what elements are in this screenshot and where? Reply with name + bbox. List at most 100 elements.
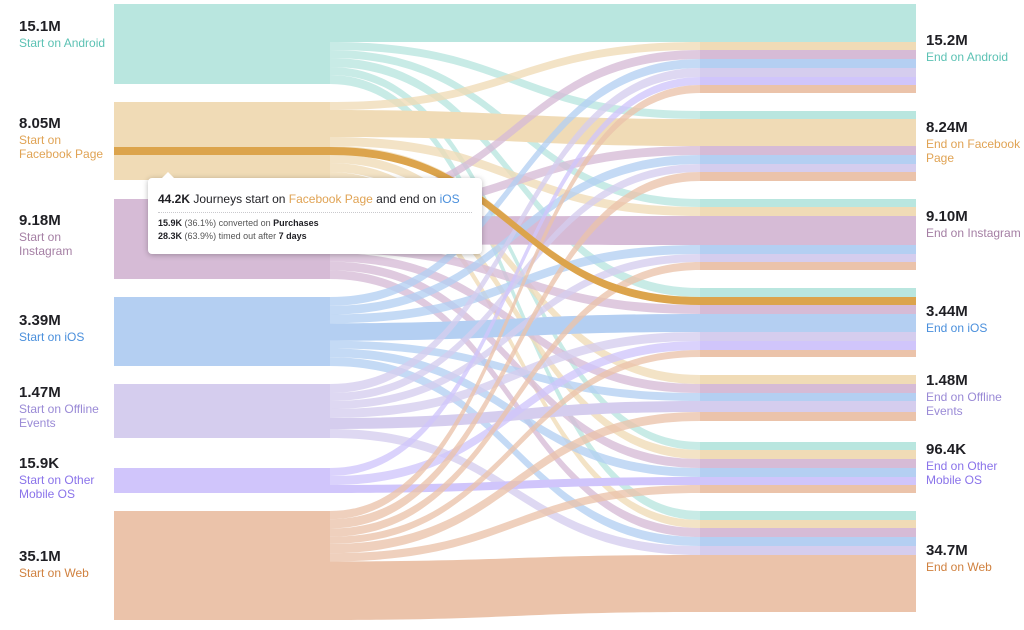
target-segment-offline-to-offline[interactable] (700, 401, 916, 412)
link-ios-to-ios[interactable] (330, 314, 700, 341)
target-name: End on iOS (926, 321, 988, 336)
source-label-facebook: 8.05M Start on Facebook Page (19, 115, 111, 161)
link-offline-to-instagram[interactable] (330, 254, 700, 409)
target-segment-web-to-other[interactable] (700, 485, 916, 493)
link-web-to-instagram[interactable] (330, 262, 700, 537)
target-segment-android-to-facebook[interactable] (700, 111, 916, 119)
link-web-to-offline[interactable] (330, 412, 700, 554)
link-offline-to-android[interactable] (330, 68, 700, 393)
link-android-to-facebook[interactable] (330, 42, 700, 119)
source-node-web[interactable] (114, 511, 330, 620)
target-segment-instagram-to-android[interactable] (700, 50, 916, 59)
target-segment-android-to-other[interactable] (700, 442, 916, 450)
link-web-to-android[interactable] (330, 85, 700, 520)
target-segment-facebook-to-instagram[interactable] (700, 207, 916, 216)
target-segment-facebook-to-offline[interactable] (700, 375, 916, 384)
target-segment-other-to-other[interactable] (700, 477, 916, 485)
target-segment-ios-to-web[interactable] (700, 537, 916, 546)
highlighted-link-facebook-to-ios[interactable] (114, 147, 700, 305)
link-other-to-ios[interactable] (330, 341, 700, 485)
target-segment-offline-to-instagram[interactable] (700, 254, 916, 262)
link-web-to-facebook[interactable] (330, 172, 700, 529)
target-segment-instagram-to-offline[interactable] (700, 384, 916, 393)
link-ios-to-web[interactable] (330, 357, 700, 546)
timeout-window: 7 days (278, 231, 307, 241)
target-segment-facebook-to-web[interactable] (700, 520, 916, 528)
source-label-web: 35.1M Start on Web (19, 548, 111, 580)
source-name: Start on Other Mobile OS (19, 473, 95, 502)
target-segment-web-to-web[interactable] (700, 555, 916, 612)
target-segment-facebook-to-facebook[interactable] (700, 119, 916, 146)
link-offline-to-ios[interactable] (330, 332, 700, 418)
converted-pct: (36.1%) (184, 218, 217, 228)
sankey-links[interactable] (330, 4, 700, 620)
target-label-ios: 3.44M End on iOS (926, 303, 1022, 335)
link-instagram-to-web[interactable] (330, 270, 700, 537)
target-segment-android-to-android[interactable] (700, 4, 916, 42)
target-segment-ios-to-android[interactable] (700, 59, 916, 68)
link-facebook-to-offline[interactable] (330, 154, 700, 384)
link-web-to-web[interactable] (330, 555, 700, 620)
source-label-ios: 3.39M Start on iOS (19, 312, 111, 344)
target-segment-instagram-to-instagram[interactable] (700, 216, 916, 245)
target-segment-ios-to-facebook[interactable] (700, 155, 916, 164)
highlight-ribbon[interactable] (330, 147, 700, 305)
target-segment-facebook-to-other[interactable] (700, 450, 916, 459)
converted-event: Purchases (273, 218, 319, 228)
target-segment-instagram-to-web[interactable] (700, 528, 916, 537)
link-offline-to-facebook[interactable] (330, 164, 700, 401)
target-segment-android-to-web[interactable] (700, 511, 916, 520)
link-instagram-to-android[interactable] (330, 50, 700, 208)
target-segment-android-to-instagram[interactable] (700, 199, 916, 207)
target-segment-offline-to-ios[interactable] (700, 332, 916, 341)
link-web-to-other[interactable] (330, 485, 700, 562)
target-value: 96.4K (926, 441, 967, 458)
target-segment-ios-to-offline[interactable] (700, 393, 916, 401)
target-segment-web-to-instagram[interactable] (700, 262, 916, 270)
target-segment-ios-to-other[interactable] (700, 468, 916, 477)
target-segment-android-to-ios[interactable] (700, 288, 916, 297)
link-ios-to-android[interactable] (330, 59, 700, 306)
source-node-offline[interactable] (114, 384, 330, 438)
target-segment-facebook-to-android[interactable] (700, 42, 916, 50)
source-nodes[interactable] (114, 4, 330, 620)
target-segment-other-to-ios[interactable] (700, 341, 916, 350)
target-segment-offline-to-web[interactable] (700, 546, 916, 555)
source-node-ios[interactable] (114, 297, 330, 366)
target-segment-ios-to-instagram[interactable] (700, 245, 916, 254)
tooltip-arrow (162, 172, 174, 178)
source-node-facebook[interactable] (114, 102, 330, 180)
tooltip-count: 44.2K (158, 192, 191, 206)
target-segment-ios-to-ios[interactable] (700, 314, 916, 332)
link-web-to-ios[interactable] (330, 350, 700, 544)
source-value: 8.05M (19, 115, 61, 132)
target-segment-web-to-facebook[interactable] (700, 172, 916, 181)
target-segment-offline-to-facebook[interactable] (700, 164, 916, 172)
source-name: Start on Offline Events (19, 402, 99, 431)
link-instagram-to-other[interactable] (330, 261, 700, 468)
tooltip-source: Facebook Page (288, 192, 373, 206)
source-node-other[interactable] (114, 468, 330, 493)
source-value: 3.39M (19, 312, 61, 329)
tooltip-timeout-line: 28.3K (63.9%) timed out after 7 days (158, 230, 472, 243)
link-offline-to-web[interactable] (330, 429, 700, 555)
link-android-to-web[interactable] (330, 75, 700, 520)
target-segment-web-to-offline[interactable] (700, 412, 916, 421)
target-nodes[interactable] (700, 4, 916, 612)
link-facebook-to-android[interactable] (330, 42, 700, 110)
target-segment-instagram-to-ios[interactable] (700, 305, 916, 314)
target-segment-offline-to-android[interactable] (700, 68, 916, 77)
link-android-to-other[interactable] (330, 67, 700, 450)
target-segment-web-to-android[interactable] (700, 85, 916, 93)
link-android-to-android[interactable] (330, 4, 700, 42)
target-segment-facebook-to-ios[interactable] (700, 297, 916, 305)
source-node-android[interactable] (114, 4, 330, 84)
timeout-count: 28.3K (158, 231, 183, 241)
target-segment-web-to-ios[interactable] (700, 350, 916, 357)
target-segment-other-to-android[interactable] (700, 77, 916, 85)
target-segment-instagram-to-other[interactable] (700, 459, 916, 468)
link-facebook-to-other[interactable] (330, 163, 700, 459)
link-other-to-android[interactable] (330, 77, 700, 476)
link-facebook-to-instagram[interactable] (330, 137, 700, 216)
target-segment-instagram-to-facebook[interactable] (700, 146, 916, 155)
